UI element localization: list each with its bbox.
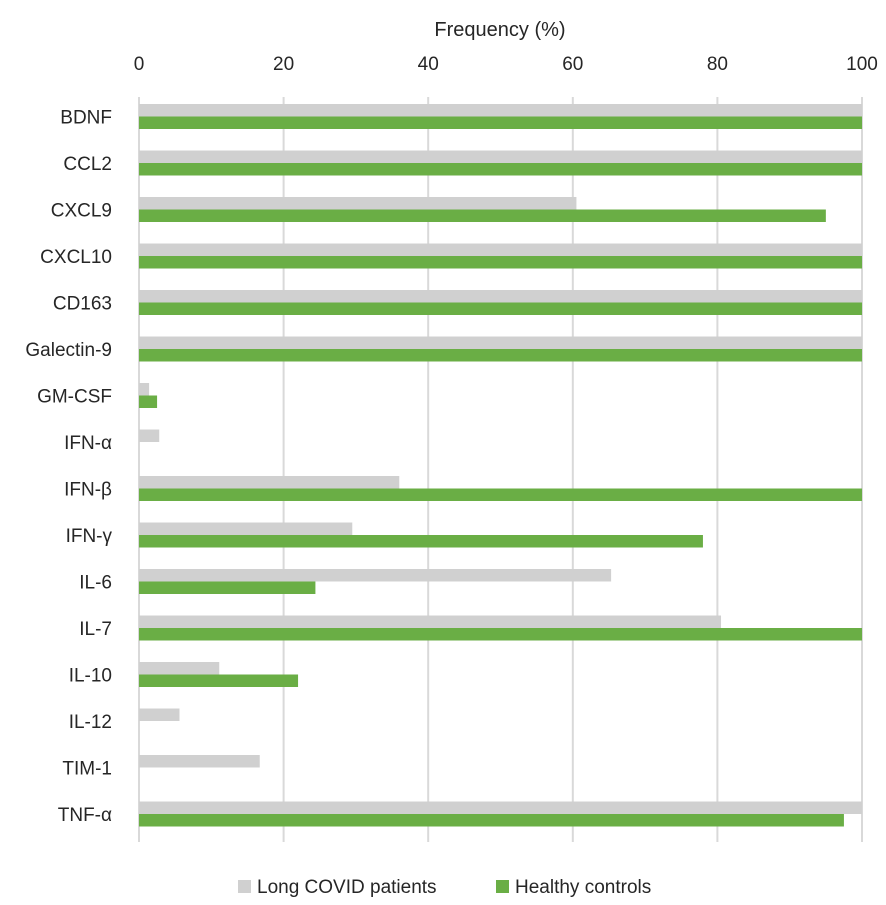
bar xyxy=(139,488,862,501)
legend-label-healthy-controls: Healthy controls xyxy=(515,877,651,898)
bar xyxy=(139,256,862,269)
bar xyxy=(139,674,299,687)
bar xyxy=(139,535,703,548)
bar xyxy=(139,336,862,349)
bar xyxy=(139,581,316,594)
category-label: CXCL9 xyxy=(51,201,112,222)
category-label: IFN-γ xyxy=(66,526,113,547)
category-label: BDNF xyxy=(60,108,112,129)
bar xyxy=(139,116,862,129)
bar xyxy=(139,662,220,675)
category-label: IL-7 xyxy=(79,619,112,640)
x-tick-label: 20 xyxy=(273,54,294,75)
category-label: GM-CSF xyxy=(37,387,112,408)
bar xyxy=(139,569,612,582)
bar xyxy=(139,429,160,442)
x-tick-label: 0 xyxy=(134,54,145,75)
bar xyxy=(139,615,722,628)
category-label: Galectin-9 xyxy=(25,340,112,361)
x-tick-label: 80 xyxy=(707,54,728,75)
category-label: IL-12 xyxy=(69,712,112,733)
bar xyxy=(139,383,150,396)
bars xyxy=(139,104,862,827)
category-labels: BDNF CCL2 CXCL9 CXCL10 CD163 Galectin-9 GM-CSF… xyxy=(25,108,112,827)
x-tick-label: 60 xyxy=(562,54,583,75)
bar xyxy=(139,395,158,408)
category-label: CXCL10 xyxy=(40,247,112,268)
category-label: IFN-α xyxy=(64,433,112,454)
category-label: IFN-β xyxy=(64,480,112,501)
legend: Long COVID patients Healthy controls xyxy=(238,877,651,898)
bar xyxy=(139,755,260,768)
x-tick-label: 40 xyxy=(418,54,439,75)
bar xyxy=(139,814,844,827)
bar xyxy=(139,708,180,721)
bar xyxy=(139,104,862,117)
category-label: CD163 xyxy=(53,294,112,315)
bar xyxy=(139,628,862,641)
legend-swatch-healthy-controls xyxy=(496,880,509,893)
category-label: IL-10 xyxy=(69,666,112,687)
x-axis-ticks: 0 20 40 60 80 100 xyxy=(134,54,878,75)
x-tick-label: 100 xyxy=(846,54,878,75)
bar xyxy=(139,197,577,210)
bar xyxy=(139,243,862,256)
bar xyxy=(139,349,862,362)
bar xyxy=(139,522,353,535)
bar xyxy=(139,290,862,303)
legend-swatch-long-covid xyxy=(238,880,251,893)
bar xyxy=(139,150,862,163)
legend-label-long-covid: Long COVID patients xyxy=(257,877,437,898)
category-label: TIM-1 xyxy=(62,759,112,780)
bar xyxy=(139,209,826,222)
bar xyxy=(139,163,862,176)
bar xyxy=(139,302,862,315)
category-label: CCL2 xyxy=(63,154,112,175)
bar xyxy=(139,801,862,814)
category-label: TNF-α xyxy=(58,805,112,826)
bar xyxy=(139,476,400,489)
category-label: IL-6 xyxy=(79,573,112,594)
x-axis-title: Frequency (%) xyxy=(434,19,565,41)
